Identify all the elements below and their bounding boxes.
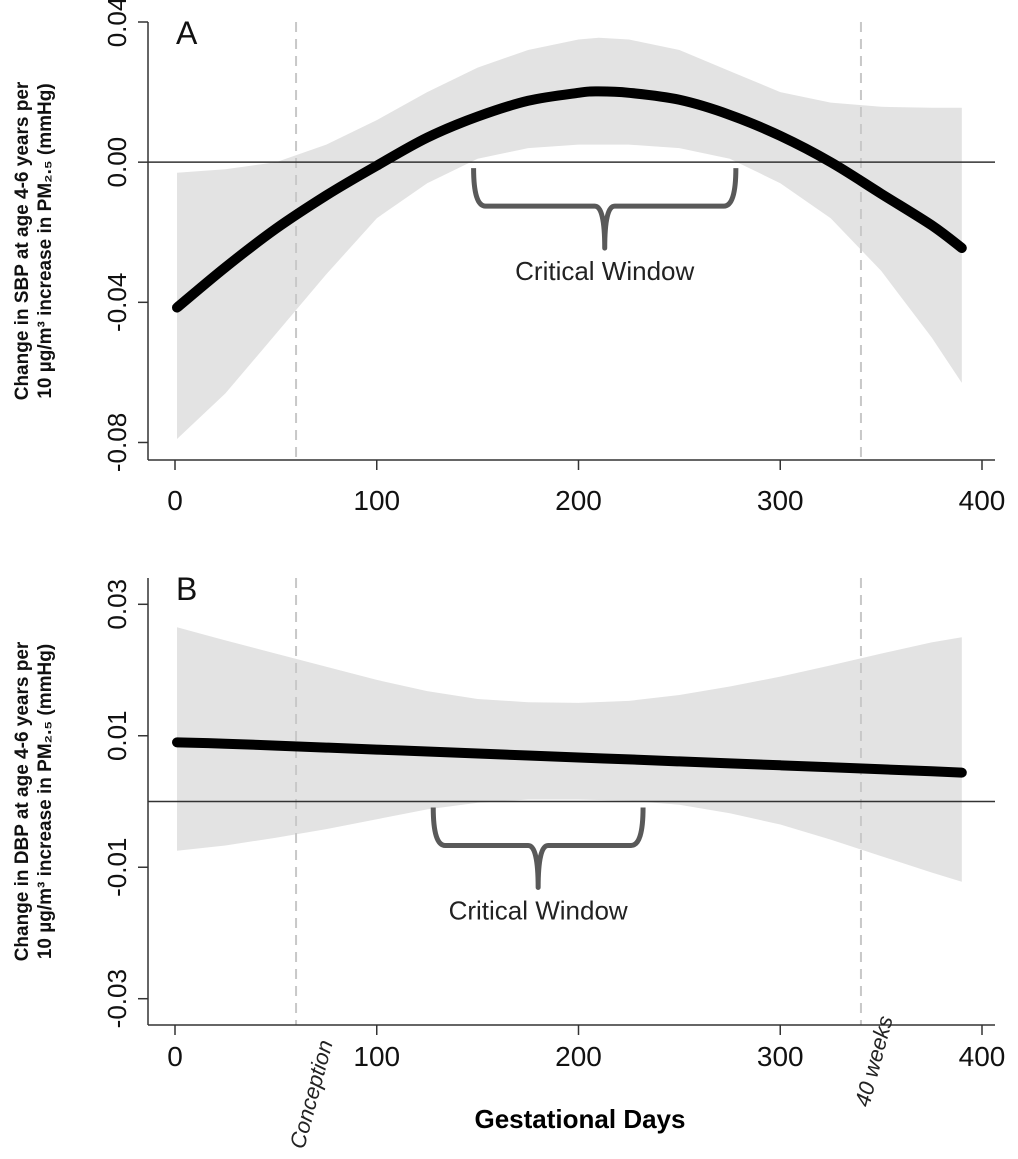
x-tick-label: 100 <box>353 485 400 516</box>
vline-label-conception: Conception <box>285 1037 338 1151</box>
y-axis-label-line: Change in SBP at age 4-6 years per <box>12 81 33 400</box>
panel-a: 0 100 200 300 400 -0.08 -0.04 0.00 0.04 A Change i… <box>12 0 1005 516</box>
x-tick-label: 0 <box>167 485 183 516</box>
x-tick-label: 400 <box>959 1041 1006 1072</box>
panel-letter: A <box>176 15 198 51</box>
panel-letter: B <box>176 571 197 607</box>
critical-window-brace <box>430 807 646 890</box>
y-axis-label-line: 10 µg/m³ increase in PM₂.₅ (mmHg) <box>35 644 56 959</box>
y-tick-label: 0.01 <box>102 710 132 761</box>
x-tick-label: 200 <box>555 485 602 516</box>
x-tick-label: 300 <box>757 1041 804 1072</box>
estimate-line <box>172 737 967 778</box>
y-tick-label: 0.00 <box>102 137 132 188</box>
y-tick-label: -0.03 <box>102 969 132 1028</box>
x-tick-label: 300 <box>757 485 804 516</box>
confidence-band <box>177 37 962 440</box>
y-tick-label: -0.04 <box>102 273 132 332</box>
critical-window-brace <box>471 168 739 251</box>
y-axis-label-line: 10 µg/m³ increase in PM₂.₅ (mmHg) <box>35 83 56 398</box>
y-tick-label: -0.01 <box>102 838 132 897</box>
estimate-line <box>172 86 967 313</box>
y-tick-label: 0.03 <box>102 579 132 630</box>
y-axis-label-line: Change in DBP at age 4-6 years per <box>12 641 33 961</box>
y-tick-label: 0.04 <box>102 0 132 47</box>
x-tick-label: 100 <box>353 1041 400 1072</box>
x-axis-label: Gestational Days <box>475 1104 686 1134</box>
critical-window-label: Critical Window <box>449 896 628 926</box>
panel-b: 0 100 200 300 400 -0.03 -0.01 0.01 0.03 B Change i… <box>12 571 1005 1072</box>
x-tick-label: 0 <box>167 1041 183 1072</box>
x-tick-label: 200 <box>555 1041 602 1072</box>
y-tick-label: -0.08 <box>102 413 132 472</box>
x-tick-label: 400 <box>959 485 1006 516</box>
critical-window-label: Critical Window <box>515 256 694 286</box>
vline-label-40-weeks: 40 weeks <box>850 1013 898 1109</box>
